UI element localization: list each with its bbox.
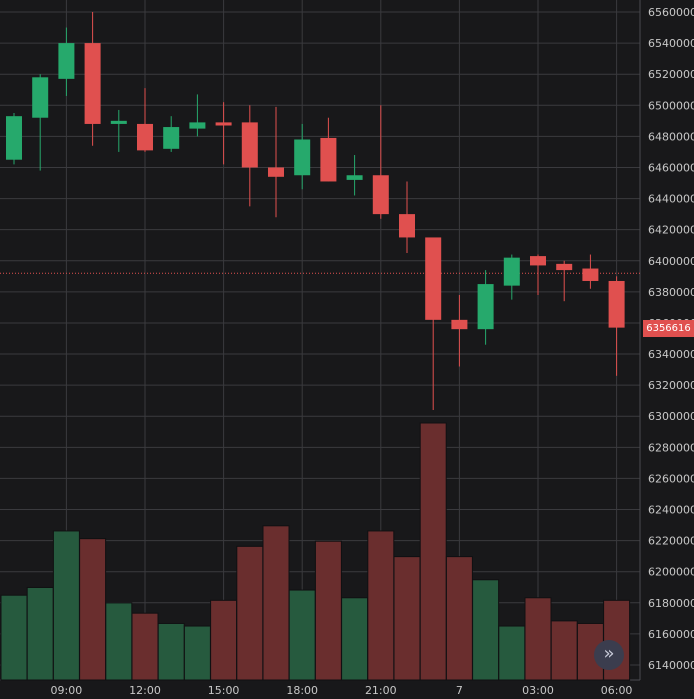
y-tick-label: 6140000: [648, 659, 694, 672]
volume-bar: [367, 530, 395, 681]
volume-bar: [210, 599, 238, 681]
volume-bar: [498, 625, 526, 681]
candle-body: [84, 43, 101, 124]
volume-bar: [314, 540, 342, 681]
y-tick-label: 6400000: [648, 255, 694, 268]
x-tick-label: 09:00: [51, 684, 83, 697]
scroll-to-latest-button[interactable]: »: [594, 640, 624, 670]
candle-body: [346, 175, 363, 180]
y-tick-label: 6300000: [648, 410, 694, 423]
candle-body: [163, 127, 180, 149]
y-tick-label: 6160000: [648, 628, 694, 641]
volume-bar: [105, 602, 133, 681]
volume-bar: [131, 612, 159, 681]
last-price-label: 6356616: [643, 320, 694, 338]
y-tick-label: 6520000: [648, 68, 694, 81]
candle-body: [399, 214, 415, 238]
y-tick-label: 6480000: [648, 130, 694, 143]
y-tick-label: 6440000: [648, 193, 694, 206]
volume-bar: [419, 422, 447, 681]
candle-body: [294, 139, 311, 176]
candle-body: [137, 123, 153, 151]
volume-bar: [288, 589, 316, 681]
volume-bar: [262, 525, 290, 681]
candle-body: [425, 237, 442, 320]
volume-bar: [157, 622, 185, 681]
candle-body: [503, 257, 520, 286]
volume-bar: [472, 579, 500, 681]
x-tick-label: 15:00: [208, 684, 240, 697]
y-tick-label: 6340000: [648, 348, 694, 361]
y-tick-label: 6200000: [648, 566, 694, 579]
volume-bar: [524, 597, 552, 681]
y-tick-label: 6240000: [648, 504, 694, 517]
y-tick-label: 6420000: [648, 224, 694, 237]
x-tick-label: 18:00: [286, 684, 318, 697]
x-tick-label: 21:00: [365, 684, 397, 697]
volume-bar: [26, 586, 54, 681]
volume-bar: [236, 545, 264, 681]
y-tick-label: 6380000: [648, 286, 694, 299]
candle-body: [477, 284, 494, 330]
candle-body: [320, 137, 337, 182]
y-tick-label: 6500000: [648, 99, 694, 112]
candle-body: [6, 116, 22, 160]
y-tick-label: 6260000: [648, 472, 694, 485]
candle-body: [32, 77, 49, 118]
volume-bar: [52, 530, 80, 681]
volume-bar: [550, 620, 578, 681]
candle-body: [215, 122, 232, 126]
candle-body: [372, 175, 389, 215]
candle-body: [530, 256, 546, 266]
candle-body: [58, 43, 75, 79]
x-tick-label: 12:00: [129, 684, 161, 697]
y-tick-label: 6180000: [648, 597, 694, 610]
double-chevron-right-icon: »: [603, 643, 615, 664]
x-tick-label: 06:00: [601, 684, 633, 697]
candle-body: [110, 120, 127, 124]
y-tick-label: 6560000: [648, 6, 694, 19]
candle-body: [189, 122, 206, 129]
candle-body: [241, 122, 258, 168]
candle-body: [451, 319, 468, 330]
candle-body: [268, 167, 284, 177]
candle-body: [556, 263, 573, 271]
volume-bar: [393, 556, 421, 681]
volume-bar: [341, 597, 369, 681]
y-tick-label: 6460000: [648, 161, 694, 174]
candle-body: [582, 268, 599, 281]
y-tick-label: 6320000: [648, 379, 694, 392]
x-tick-label: 7: [456, 684, 463, 697]
volume-bar: [79, 538, 107, 681]
y-tick-label: 6280000: [648, 441, 694, 454]
y-tick-label: 6220000: [648, 535, 694, 548]
y-tick-label: 6540000: [648, 37, 694, 50]
volume-bar: [183, 625, 211, 681]
candle-body: [608, 280, 625, 328]
volume-bar: [445, 556, 473, 681]
x-tick-label: 03:00: [522, 684, 554, 697]
volume-bar: [0, 594, 28, 681]
